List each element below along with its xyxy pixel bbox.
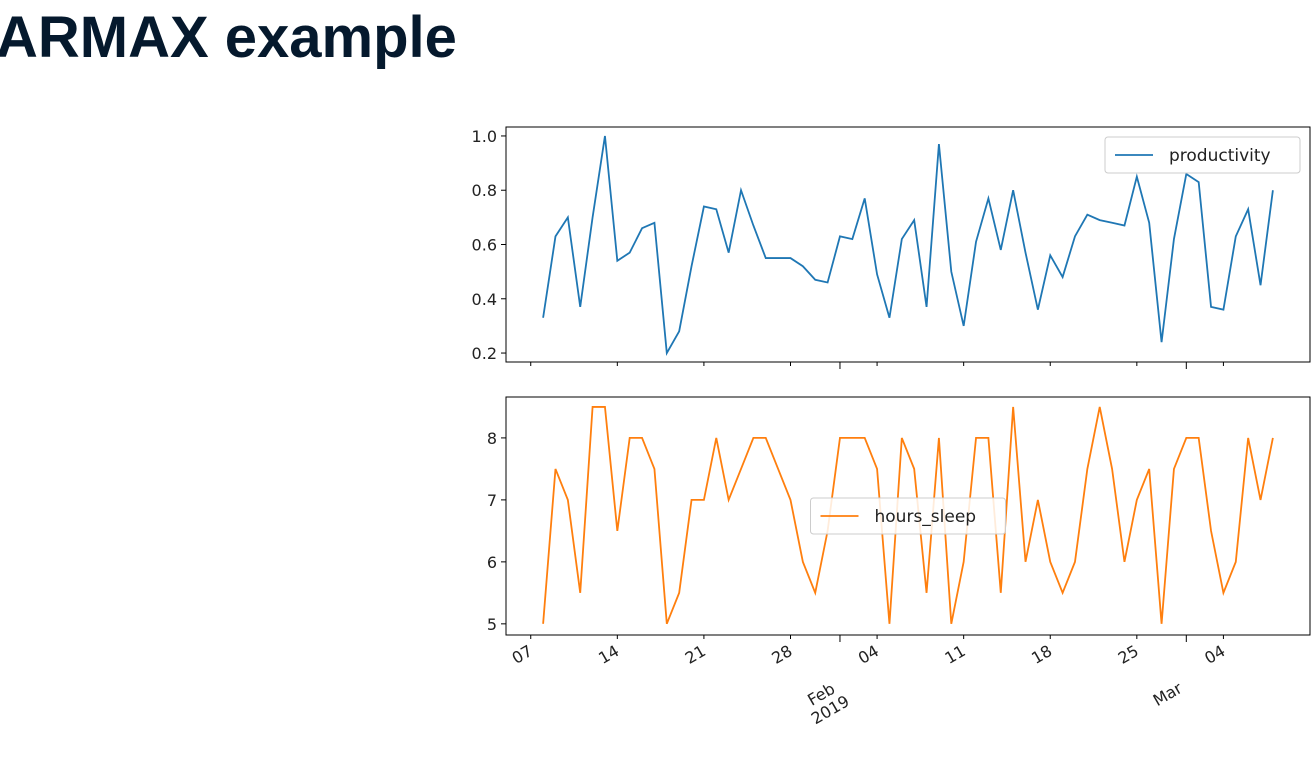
y-tick-label: 0.2 — [472, 344, 497, 363]
axes-frame — [505, 396, 1311, 636]
x-tick-label: 18 — [1028, 641, 1055, 668]
x-tick-label: 04 — [855, 641, 882, 668]
legend-box — [1104, 136, 1301, 174]
x-tick-label: 07 — [509, 641, 536, 668]
slide-title: ARMAX example — [0, 5, 457, 70]
y-tick-label: 0.4 — [472, 290, 497, 309]
line-series — [542, 406, 1274, 625]
y-tick-label: 6 — [487, 553, 497, 572]
x-major-tick-label: Feb2019 — [799, 676, 853, 728]
x-tick-label: 28 — [768, 641, 795, 668]
x-tick-label: 04 — [1201, 641, 1228, 668]
legend-label: productivity — [1169, 146, 1271, 166]
y-tick-label: 1.0 — [472, 127, 497, 146]
x-tick-label: 25 — [1115, 641, 1142, 668]
x-major-tick-label: Mar — [1150, 678, 1186, 710]
y-tick-label: 0.6 — [472, 236, 497, 255]
x-tick-label: 14 — [595, 641, 622, 668]
legend-box — [810, 497, 1006, 535]
axes-frame — [505, 126, 1311, 363]
legend-label: hours_sleep — [875, 507, 977, 527]
y-tick-label: 7 — [487, 491, 497, 510]
y-tick-label: 0.8 — [472, 181, 497, 200]
x-tick-label: 11 — [942, 641, 969, 668]
line-series — [542, 135, 1274, 356]
y-tick-label: 8 — [487, 429, 497, 448]
x-tick-label: 21 — [682, 641, 709, 668]
y-tick-label: 5 — [487, 615, 497, 634]
